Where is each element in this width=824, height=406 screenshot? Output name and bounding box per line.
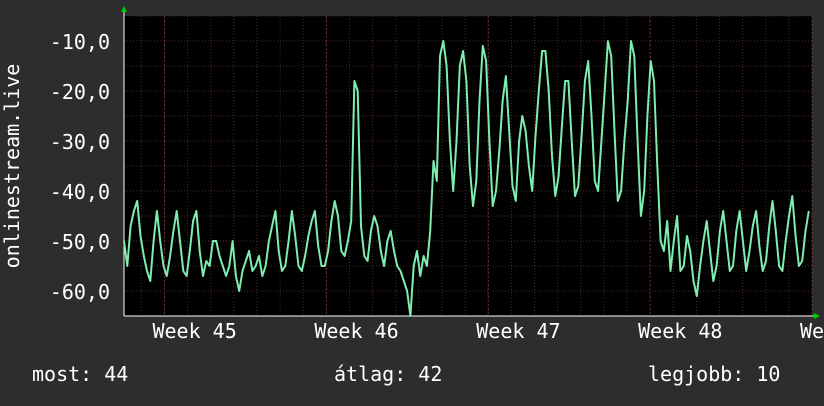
y-tick-label: -60,0 — [50, 280, 110, 304]
x-tick-label: Week 48 — [638, 319, 722, 343]
series-line — [123, 40, 810, 317]
y-tick-label: -40,0 — [50, 180, 110, 204]
x-axis-arrow — [814, 313, 820, 319]
y-tick-label: -10,0 — [50, 30, 110, 54]
current-value: most: 44 — [32, 362, 129, 386]
x-tick-label: Week 47 — [476, 319, 560, 343]
average-value: átlag: 42 — [334, 362, 443, 386]
stats-bar: most: 44 átlag: 42 legjobb: 10 — [0, 362, 824, 388]
x-tick-label: Week 45 — [152, 319, 236, 343]
best-value: legjobb: 10 — [648, 362, 781, 386]
x-tick-label: Week 49 — [800, 319, 824, 343]
y-tick-label: -20,0 — [50, 80, 110, 104]
y-axis-arrow — [121, 6, 127, 12]
series-layer — [123, 40, 810, 317]
y-tick-label: -30,0 — [50, 130, 110, 154]
tick-labels: -10,0 -20,0 -30,0 -40,0 -50,0 -60,0 Week 45 Wee… — [50, 30, 824, 343]
x-tick-label: Week 46 — [314, 319, 398, 343]
y-tick-label: -50,0 — [50, 230, 110, 254]
y-axis-label: onlinestream.live — [0, 64, 24, 269]
axes — [121, 6, 820, 319]
